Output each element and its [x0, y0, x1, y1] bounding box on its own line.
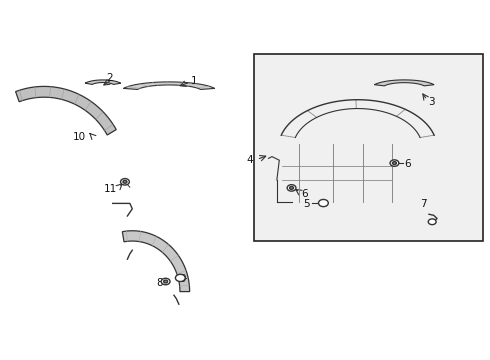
Text: 3: 3	[428, 96, 435, 107]
Circle shape	[290, 186, 294, 189]
Text: 6: 6	[404, 159, 411, 169]
Text: 7: 7	[420, 199, 427, 209]
Circle shape	[121, 179, 129, 185]
FancyBboxPatch shape	[254, 54, 483, 241]
Circle shape	[161, 278, 170, 285]
Circle shape	[123, 180, 127, 183]
Text: 10: 10	[73, 132, 86, 142]
Polygon shape	[16, 86, 116, 135]
Text: 8: 8	[156, 278, 163, 288]
Text: 4: 4	[246, 155, 253, 165]
Polygon shape	[122, 231, 190, 292]
Text: 5: 5	[303, 199, 310, 209]
Circle shape	[287, 185, 296, 191]
Text: 2: 2	[106, 73, 113, 83]
Circle shape	[428, 219, 436, 225]
Polygon shape	[374, 80, 434, 86]
Circle shape	[390, 160, 399, 166]
Text: 9: 9	[180, 274, 187, 284]
Circle shape	[175, 274, 185, 282]
Circle shape	[164, 280, 168, 283]
Polygon shape	[123, 82, 215, 90]
Text: 1: 1	[191, 76, 198, 86]
Circle shape	[318, 199, 328, 207]
Polygon shape	[85, 80, 121, 85]
Text: 11: 11	[104, 184, 117, 194]
Circle shape	[392, 162, 396, 165]
Text: 6: 6	[301, 189, 308, 199]
